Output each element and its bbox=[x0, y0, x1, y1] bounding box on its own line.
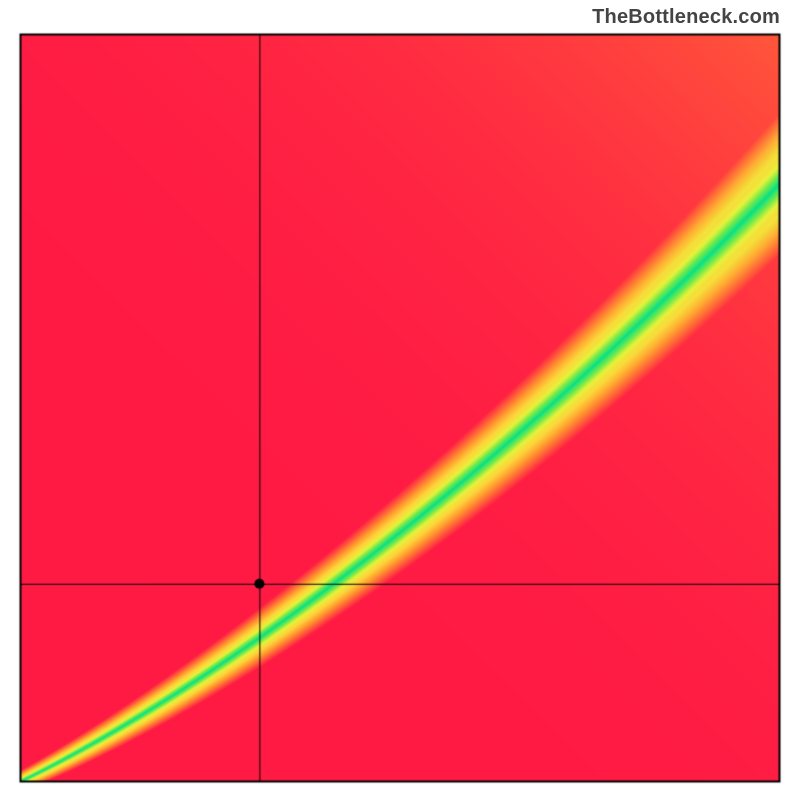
bottleneck-heatmap bbox=[0, 0, 800, 800]
watermark-text: TheBottleneck.com bbox=[592, 6, 780, 29]
chart-container: TheBottleneck.com bbox=[0, 0, 800, 800]
